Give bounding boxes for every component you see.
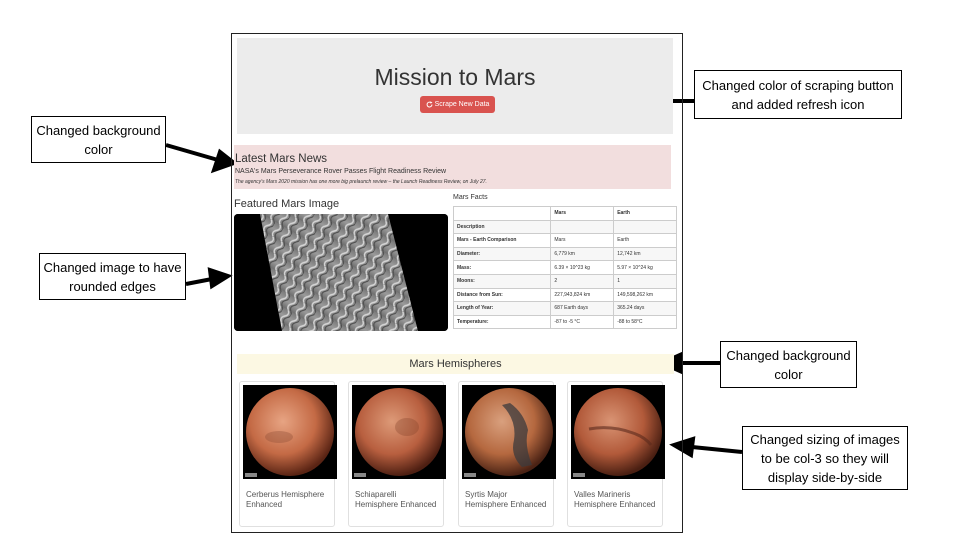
hemisphere-image[interactable] bbox=[352, 385, 446, 479]
facts-row: Mass: 6.39 × 10^23 kg 5.97 × 10^24 kg bbox=[452, 260, 677, 275]
facts-cell: 2 bbox=[550, 273, 615, 289]
facts-row-label: Distance from Sun: bbox=[452, 287, 552, 303]
facts-cell: 227,943,824 km bbox=[550, 287, 615, 303]
facts-table: Mars Earth Description Mars - Earth Comp… bbox=[452, 206, 677, 330]
facts-header-row: Mars Earth bbox=[452, 206, 677, 221]
news-title: NASA's Mars Perseverance Rover Passes Fl… bbox=[235, 168, 447, 175]
annotation-image-sizing: Changed sizing of images to be col-3 so … bbox=[742, 426, 908, 490]
hemisphere-title[interactable]: Valles Marineris Hemisphere Enhanced bbox=[574, 490, 656, 509]
facts-row-label: Mass: bbox=[452, 260, 552, 275]
facts-col-header: Mars bbox=[550, 206, 615, 221]
refresh-icon bbox=[426, 101, 433, 108]
facts-row-label: Moons: bbox=[452, 273, 552, 289]
hemisphere-image[interactable] bbox=[571, 385, 665, 479]
hemispheres-heading: Mars Hemispheres bbox=[409, 358, 502, 370]
hemisphere-image[interactable] bbox=[462, 385, 556, 479]
featured-image[interactable] bbox=[234, 214, 448, 331]
facts-cell: 149,598,262 km bbox=[613, 287, 677, 303]
facts-row-label: Length of Year: bbox=[452, 301, 552, 316]
scrape-button-label: Scrape New Data bbox=[434, 101, 490, 108]
facts-cell: 12,742 km bbox=[613, 246, 677, 262]
hemisphere-image[interactable] bbox=[243, 385, 337, 479]
hemisphere-card-cerberus[interactable]: Cerberus Hemisphere Enhanced bbox=[239, 381, 337, 527]
annotation-scrape-button: Changed color of scraping button and add… bbox=[694, 70, 902, 119]
annotation-background-left: Changed background color bbox=[31, 116, 166, 163]
facts-cell: 365.24 days bbox=[613, 301, 677, 316]
facts-row: Diameter: 6,779 km 12,742 km bbox=[452, 246, 677, 262]
facts-row: Moons: 2 1 bbox=[452, 273, 677, 289]
hemisphere-card-valles-marineris[interactable]: Valles Marineris Hemisphere Enhanced bbox=[567, 381, 665, 527]
facts-cell: Earth bbox=[613, 233, 677, 248]
hemisphere-card-syrtis-major[interactable]: Syrtis Major Hemisphere Enhanced bbox=[458, 381, 556, 527]
hemispheres-header: Mars Hemispheres bbox=[237, 354, 674, 374]
facts-row: Distance from Sun: 227,943,824 km 149,598,… bbox=[452, 287, 677, 303]
scrape-button[interactable]: Scrape New Data bbox=[420, 96, 495, 113]
facts-row-label: Description bbox=[452, 219, 552, 235]
news-heading: Latest Mars News bbox=[235, 153, 328, 165]
facts-col-header bbox=[452, 206, 552, 221]
featured-heading: Featured Mars Image bbox=[234, 198, 340, 210]
browser-page: Mission to Mars Scrape New Data Latest M… bbox=[231, 33, 683, 533]
hemisphere-title[interactable]: Syrtis Major Hemisphere Enhanced bbox=[465, 490, 547, 509]
facts-cell: -88 to 58°C bbox=[613, 314, 677, 330]
hemisphere-title[interactable]: Cerberus Hemisphere Enhanced bbox=[246, 490, 325, 509]
facts-row-label: Temperature: bbox=[452, 314, 552, 330]
jumbotron: Mission to Mars Scrape New Data bbox=[237, 38, 673, 134]
news-section: Latest Mars News NASA's Mars Perseveranc… bbox=[234, 145, 671, 189]
page-title: Mission to Mars bbox=[374, 64, 536, 90]
facts-row: Length of Year: 687 Earth days 365.24 days bbox=[452, 301, 677, 316]
facts-row-label: Diameter: bbox=[452, 246, 552, 262]
facts-cell: 687 Earth days bbox=[550, 301, 615, 316]
facts-row: Description bbox=[452, 219, 677, 235]
facts-cell: Mars bbox=[550, 233, 615, 248]
facts-cell: 6.39 × 10^23 kg bbox=[550, 260, 615, 275]
facts-cell: 6,779 km bbox=[550, 246, 615, 262]
facts-row: Temperature: -87 to -5 °C -88 to 58°C bbox=[452, 314, 677, 330]
facts-row: Mars - Earth Comparison Mars Earth bbox=[452, 233, 677, 248]
facts-cell: -87 to -5 °C bbox=[550, 314, 615, 330]
facts-cell bbox=[550, 219, 615, 235]
hemisphere-card-schiaparelli[interactable]: Schiaparelli Hemisphere Enhanced bbox=[348, 381, 446, 527]
facts-cell bbox=[613, 219, 677, 235]
facts-col-header: Earth bbox=[613, 206, 677, 221]
facts-cell: 5.97 × 10^24 kg bbox=[613, 260, 677, 275]
facts-heading: Mars Facts bbox=[453, 194, 488, 201]
facts-row-label: Mars - Earth Comparison bbox=[452, 233, 552, 248]
facts-cell: 1 bbox=[613, 273, 677, 289]
annotation-image-rounded: Changed image to have rounded edges bbox=[39, 253, 186, 300]
news-paragraph: The agency's Mars 2020 mission has one m… bbox=[235, 179, 487, 185]
annotation-background-right: Changed background color bbox=[720, 341, 857, 388]
hemisphere-title[interactable]: Schiaparelli Hemisphere Enhanced bbox=[355, 490, 437, 509]
